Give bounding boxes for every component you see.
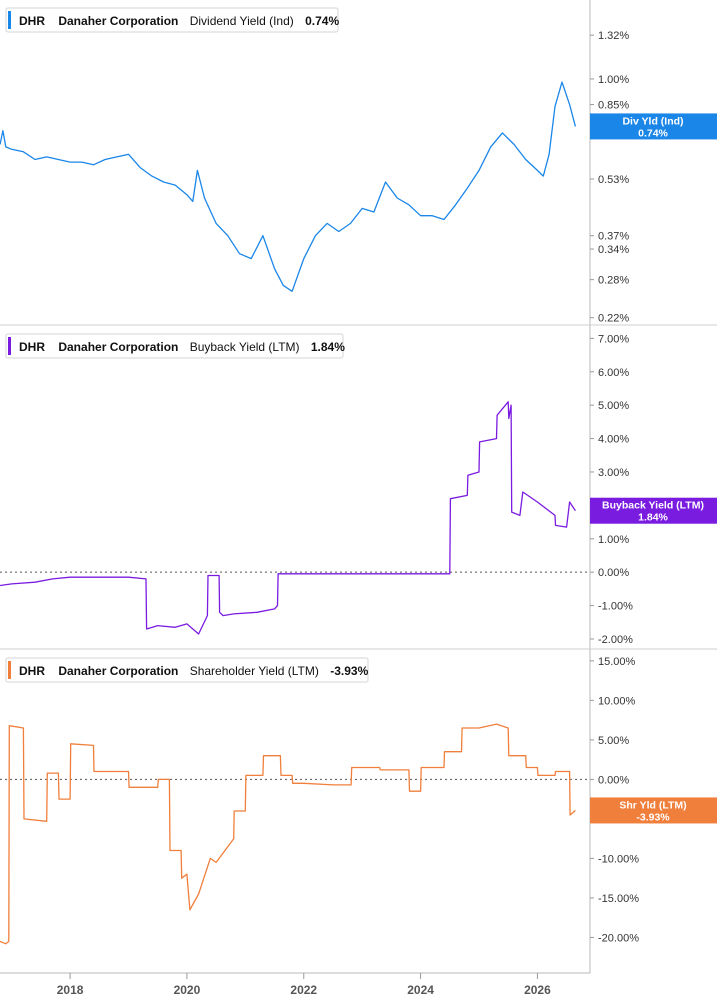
y-tick-label: 7.00% xyxy=(598,333,629,345)
legend-swatch-buyback xyxy=(8,337,11,355)
y-tick-label: 5.00% xyxy=(598,400,629,412)
x-tick-label: 2022 xyxy=(290,983,317,997)
y-tick-label: 1.00% xyxy=(598,534,629,546)
value-tag-bg xyxy=(590,797,717,824)
y-tick-label: -2.00% xyxy=(598,634,633,646)
value-tag-bg xyxy=(590,497,717,524)
legend-metric: Buyback Yield (LTM) xyxy=(190,340,300,354)
value-tag-value: 1.84% xyxy=(638,512,668,524)
y-tick-label: -1.00% xyxy=(598,601,633,613)
panel-buyback: 7.00%6.00%5.00%4.00%3.00%2.00%1.00%0.00%… xyxy=(0,333,633,646)
legend-company: Danaher Corporation xyxy=(58,340,178,354)
y-tick-label: 3.00% xyxy=(598,467,629,479)
y-tick-label: 4.00% xyxy=(598,434,629,446)
y-tick-label: -10.00% xyxy=(598,853,639,865)
legend-value: 1.84% xyxy=(311,340,345,354)
svg-text:DHR Danaher Corporation: DHR Danaher Corporation Buyback Yield (L… xyxy=(19,340,345,354)
legend-metric: Shareholder Yield (LTM) xyxy=(190,664,319,678)
legend-company: Danaher Corporation xyxy=(58,664,178,678)
panel-shareholder: 15.00%10.00%5.00%0.00%-5.00%-10.00%-15.0… xyxy=(0,656,639,945)
y-tick-label: 0.34% xyxy=(598,244,629,256)
y-tick-label: 1.32% xyxy=(598,30,629,42)
y-tick-label: 10.00% xyxy=(598,695,636,707)
y-tick-label: 0.00% xyxy=(598,774,629,786)
y-tick-label: 6.00% xyxy=(598,367,629,379)
value-tag-bg xyxy=(590,113,717,140)
legend-metric: Dividend Yield (Ind) xyxy=(190,14,294,28)
legend-dividend: DHR Danaher Corporation Dividend Yield (… xyxy=(5,7,339,33)
panel-dividend: 1.32% 1.00% 0.85% 0.53% 0.37%0.34% 0.28% 0.22% xyxy=(0,30,629,325)
series-line-shareholder xyxy=(0,723,576,945)
svg-text:DHR Danaher Corporation: DHR Danaher Corporation Shareholder Yiel… xyxy=(19,664,369,678)
x-tick-label: 2026 xyxy=(524,983,551,997)
legend-value: -3.93% xyxy=(330,664,368,678)
x-tick-label: 2024 xyxy=(407,983,434,997)
y-tick-label: 0.53% xyxy=(598,174,629,186)
legend-ticker: DHR xyxy=(19,14,45,28)
value-tag-dividend: Div Yld (Ind)0.74% xyxy=(590,113,717,139)
legend-ticker: DHR xyxy=(19,340,45,354)
value-tag-label: Buyback Yield (LTM) xyxy=(602,500,704,512)
value-tag-value: -3.93% xyxy=(636,811,670,823)
y-tick-label: 0.22% xyxy=(598,313,629,325)
legend-swatch-dividend xyxy=(8,11,11,29)
y-tick-label: 15.00% xyxy=(598,656,636,668)
y-tick-label: 0.37% xyxy=(598,231,629,243)
value-tag-shareholder: Shr Yld (LTM)-3.93% xyxy=(590,797,717,824)
series-line-buyback xyxy=(0,401,576,635)
legend-buyback: DHR Danaher Corporation Buyback Yield (L… xyxy=(5,333,345,359)
value-tag-label: Shr Yld (LTM) xyxy=(619,799,686,811)
y-tick-label: 0.85% xyxy=(598,100,629,112)
legend-shareholder: DHR Danaher Corporation Shareholder Yiel… xyxy=(5,657,369,683)
value-tag-buyback: Buyback Yield (LTM)1.84% xyxy=(590,497,717,524)
y-tick-label: 5.00% xyxy=(598,735,629,747)
svg-text:DHR Danaher Corporation: DHR Danaher Corporation Dividend Yield (… xyxy=(19,14,339,28)
y-tick-label: 1.00% xyxy=(598,74,629,86)
legend-company: Danaher Corporation xyxy=(58,14,178,28)
value-tag-value: 0.74% xyxy=(638,127,668,139)
y-tick-label: -20.00% xyxy=(598,932,639,944)
value-tag-label: Div Yld (Ind) xyxy=(622,115,683,127)
y-tick-label: -15.00% xyxy=(598,893,639,905)
y-tick-label: 0.28% xyxy=(598,275,629,287)
legend-value: 0.74% xyxy=(305,14,339,28)
x-tick-label: 2018 xyxy=(57,983,84,997)
x-tick-label: 2020 xyxy=(174,983,201,997)
x-axis: 2018 2020 2022 2024 2026 xyxy=(57,973,551,997)
y-tick-label: 0.00% xyxy=(598,567,629,579)
legend-swatch-shareholder xyxy=(8,661,11,679)
series-line-dividend xyxy=(0,81,577,292)
legend-ticker: DHR xyxy=(19,664,45,678)
